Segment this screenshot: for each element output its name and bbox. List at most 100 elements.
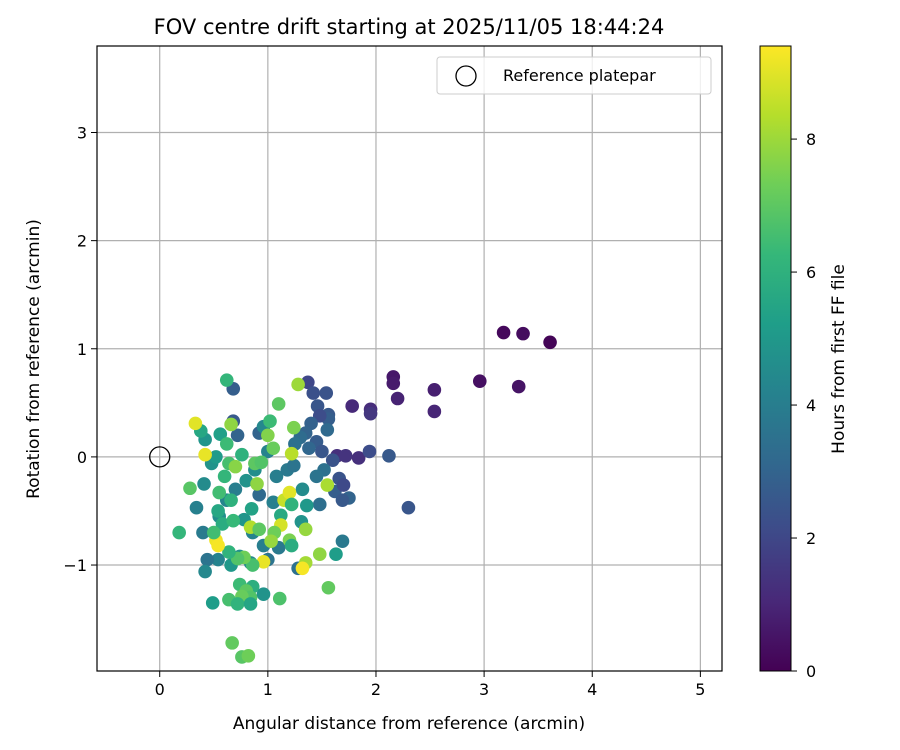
data-point bbox=[252, 487, 266, 502]
data-point bbox=[351, 451, 366, 465]
data-point bbox=[336, 478, 351, 492]
x-tick-label: 0 bbox=[155, 680, 165, 699]
data-point bbox=[382, 449, 396, 463]
data-point bbox=[239, 473, 254, 488]
colorbar-ticks: 0 2 4 6 8 bbox=[791, 130, 816, 681]
data-point bbox=[213, 427, 228, 441]
data-point bbox=[230, 597, 245, 611]
y-axis: −1 0 1 2 3 bbox=[63, 124, 97, 575]
data-point bbox=[211, 538, 225, 553]
data-point bbox=[312, 547, 327, 562]
data-point bbox=[329, 547, 343, 562]
y-tick-label: 2 bbox=[77, 232, 87, 251]
data-point bbox=[212, 485, 226, 500]
data-point bbox=[256, 587, 271, 602]
data-point bbox=[261, 428, 275, 443]
data-point bbox=[189, 500, 204, 515]
data-point bbox=[401, 500, 416, 515]
data-point bbox=[226, 513, 241, 528]
data-point bbox=[264, 534, 278, 549]
x-tick-label: 5 bbox=[695, 680, 705, 699]
data-point bbox=[211, 552, 225, 567]
data-point bbox=[543, 335, 557, 350]
data-point bbox=[298, 522, 313, 537]
y-tick-label: −1 bbox=[63, 556, 87, 575]
data-point bbox=[172, 525, 186, 540]
data-point bbox=[472, 374, 487, 389]
colorbar-tick-label: 6 bbox=[806, 263, 816, 282]
data-point bbox=[250, 477, 264, 491]
data-point bbox=[284, 497, 299, 512]
data-point bbox=[266, 441, 281, 456]
data-point bbox=[222, 545, 236, 559]
data-point bbox=[263, 414, 277, 429]
data-point bbox=[217, 469, 232, 484]
data-point bbox=[252, 522, 266, 537]
data-point bbox=[211, 504, 225, 518]
data-point bbox=[345, 399, 359, 413]
data-point bbox=[306, 386, 321, 400]
x-tick-label: 1 bbox=[263, 680, 273, 699]
data-point bbox=[386, 376, 401, 391]
reference-marker bbox=[149, 446, 171, 468]
data-point bbox=[516, 326, 530, 341]
data-point bbox=[228, 459, 243, 474]
data-point bbox=[286, 420, 301, 435]
data-point bbox=[320, 423, 335, 437]
data-point bbox=[427, 404, 442, 419]
data-point bbox=[215, 517, 230, 531]
x-axis: 0 1 2 3 4 5 bbox=[155, 671, 705, 699]
plot-frame bbox=[96, 45, 723, 672]
data-point bbox=[228, 482, 243, 497]
data-point bbox=[511, 379, 526, 394]
data-point bbox=[200, 552, 215, 567]
data-point bbox=[291, 377, 305, 392]
data-point bbox=[197, 477, 211, 491]
data-point bbox=[320, 478, 335, 492]
y-axis-label: Rotation from reference (arcmin) bbox=[24, 219, 44, 499]
data-point bbox=[219, 437, 234, 451]
data-point bbox=[362, 444, 377, 459]
legend-entry-reference-platepar: Reference platepar bbox=[503, 66, 656, 85]
data-point bbox=[183, 481, 197, 496]
x-axis-label: Angular distance from reference (arcmin) bbox=[233, 714, 585, 734]
data-point bbox=[209, 450, 223, 464]
data-point bbox=[274, 508, 288, 523]
data-point bbox=[309, 469, 324, 484]
legend-box bbox=[436, 56, 712, 95]
data-point bbox=[295, 482, 310, 497]
data-point bbox=[230, 428, 245, 443]
data-point bbox=[256, 554, 271, 569]
data-point bbox=[312, 497, 327, 512]
colorbar-tick-label: 4 bbox=[806, 396, 816, 415]
data-point bbox=[219, 373, 234, 387]
data-point bbox=[254, 455, 269, 470]
data-point bbox=[198, 447, 212, 462]
data-points bbox=[172, 325, 557, 664]
data-point bbox=[321, 580, 336, 595]
data-point bbox=[266, 495, 281, 510]
data-point bbox=[205, 596, 220, 610]
legend-circle-icon bbox=[455, 65, 477, 87]
colorbar-tick-label: 8 bbox=[806, 130, 816, 149]
data-point bbox=[325, 453, 340, 467]
data-point bbox=[284, 446, 299, 461]
data-point bbox=[225, 636, 239, 650]
x-tick-label: 4 bbox=[587, 680, 597, 699]
data-point bbox=[335, 493, 350, 507]
y-tick-label: 3 bbox=[77, 124, 87, 143]
data-point bbox=[284, 538, 299, 553]
data-point bbox=[427, 383, 442, 397]
x-tick-label: 2 bbox=[371, 680, 381, 699]
data-point bbox=[390, 391, 405, 406]
data-point bbox=[224, 493, 238, 507]
data-point bbox=[319, 386, 334, 400]
x-tick-label: 3 bbox=[479, 680, 489, 699]
chart-title: FOV centre drift starting at 2025/11/05 … bbox=[154, 15, 665, 39]
y-tick-label: 0 bbox=[77, 448, 87, 467]
data-point bbox=[243, 597, 258, 611]
data-point bbox=[315, 444, 329, 459]
data-point bbox=[206, 525, 221, 540]
y-tick-label: 1 bbox=[77, 340, 87, 359]
